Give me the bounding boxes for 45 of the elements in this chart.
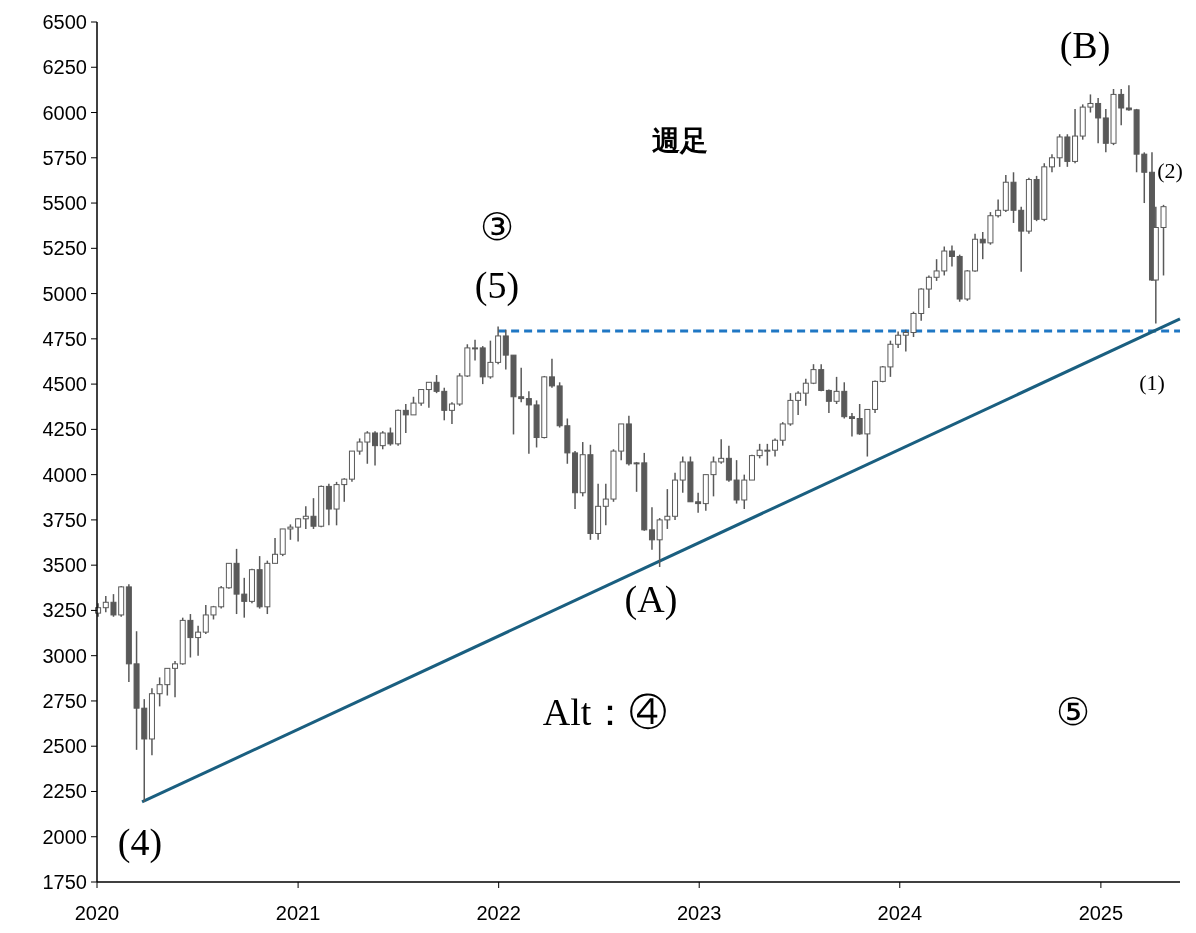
- candlestick: [472, 339, 479, 362]
- candlestick: [948, 244, 955, 268]
- y-tick-label: 3250: [42, 599, 87, 622]
- candlestick: [272, 537, 279, 565]
- y-tick-label: 2250: [42, 780, 87, 803]
- candlestick: [648, 506, 655, 551]
- y-tick-label: 4000: [42, 463, 87, 486]
- y-tick-label: 2500: [42, 735, 87, 758]
- y-tick-label: 5000: [42, 282, 87, 305]
- y-tick-label: 2750: [42, 689, 87, 712]
- candlestick: [372, 430, 379, 467]
- candlestick: [1048, 153, 1055, 174]
- y-tick-label: 6500: [42, 11, 87, 33]
- x-tick-label: 2021: [275, 902, 321, 924]
- candlestick: [548, 358, 555, 389]
- annotation: ⑤: [1056, 691, 1090, 733]
- annotation: (2): [1157, 158, 1183, 183]
- annotation: ③: [480, 206, 514, 248]
- y-tick-label: 6000: [42, 101, 87, 124]
- x-tick-label: 2022: [476, 902, 521, 924]
- y-tick-label: 2000: [42, 825, 87, 848]
- y-tick-label: 3500: [42, 554, 87, 577]
- annotation: (4): [117, 821, 163, 864]
- y-tick-label: 6250: [42, 56, 87, 79]
- annotation: (B): [1059, 24, 1111, 67]
- y-tick-label: 1750: [42, 871, 87, 893]
- annotation: (1): [1139, 370, 1165, 395]
- y-tick-label: 3750: [42, 508, 87, 531]
- y-tick-label: 4500: [42, 373, 87, 396]
- x-tick-label: 2020: [74, 902, 120, 924]
- y-tick-label: 3000: [42, 644, 87, 667]
- text: 週足: [652, 125, 708, 156]
- y-tick-label: 4250: [42, 418, 87, 441]
- y-tick-label: 5500: [42, 192, 87, 215]
- x-tick-label: 2024: [877, 902, 923, 924]
- y-tick-label: 4750: [42, 327, 87, 350]
- candlestick: [848, 412, 855, 438]
- y-tick-label: 5750: [42, 146, 87, 169]
- y-tick-label: 5250: [42, 237, 87, 260]
- annotation: (A): [624, 578, 678, 621]
- x-tick-label: 2023: [676, 902, 722, 924]
- annotation: Alt：④: [542, 691, 668, 733]
- annotation: (5): [474, 264, 520, 307]
- x-tick-label: 2025: [1078, 902, 1124, 924]
- candlestick: [172, 660, 179, 699]
